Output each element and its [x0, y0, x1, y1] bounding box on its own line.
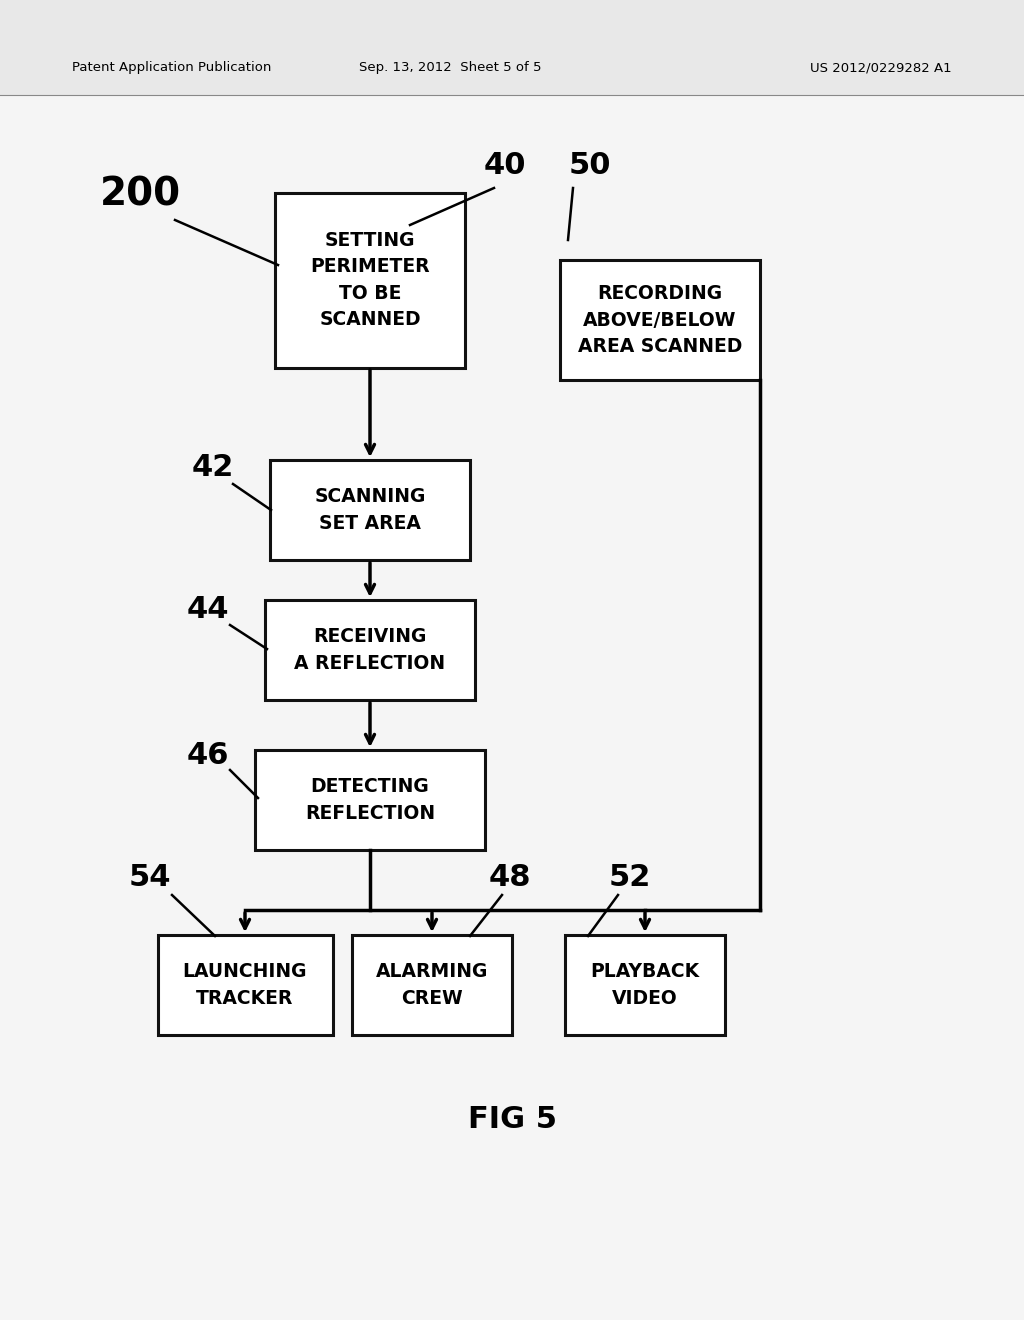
Text: 200: 200: [99, 176, 180, 214]
Bar: [352, 935, 512, 1035]
Text: 46: 46: [186, 742, 229, 771]
Bar: [560, 260, 760, 380]
Text: Patent Application Publication: Patent Application Publication: [72, 62, 271, 74]
Text: 44: 44: [186, 595, 229, 624]
Text: 54: 54: [129, 863, 171, 892]
Text: 50: 50: [568, 150, 611, 180]
Bar: [0, 0, 1024, 95]
Text: PLAYBACK
VIDEO: PLAYBACK VIDEO: [591, 962, 699, 1007]
Text: RECORDING
ABOVE/BELOW
AREA SCANNED: RECORDING ABOVE/BELOW AREA SCANNED: [578, 284, 742, 356]
Text: 52: 52: [609, 863, 651, 892]
Bar: [565, 935, 725, 1035]
Text: SCANNING
SET AREA: SCANNING SET AREA: [314, 487, 426, 533]
Text: RECEIVING
A REFLECTION: RECEIVING A REFLECTION: [295, 627, 445, 673]
Bar: [265, 601, 475, 700]
Text: 42: 42: [191, 454, 234, 483]
Bar: [158, 935, 333, 1035]
Bar: [255, 750, 485, 850]
Bar: [270, 459, 470, 560]
Text: 48: 48: [488, 863, 531, 892]
Text: US 2012/0229282 A1: US 2012/0229282 A1: [810, 62, 952, 74]
Text: LAUNCHING
TRACKER: LAUNCHING TRACKER: [182, 962, 307, 1007]
Text: DETECTING
REFLECTION: DETECTING REFLECTION: [305, 777, 435, 822]
Text: Sep. 13, 2012  Sheet 5 of 5: Sep. 13, 2012 Sheet 5 of 5: [359, 62, 542, 74]
Text: 40: 40: [483, 150, 526, 180]
Text: SETTING
PERIMETER
TO BE
SCANNED: SETTING PERIMETER TO BE SCANNED: [310, 231, 430, 329]
Text: ALARMING
CREW: ALARMING CREW: [376, 962, 488, 1007]
Bar: [275, 193, 465, 367]
Text: FIG 5: FIG 5: [468, 1106, 556, 1134]
